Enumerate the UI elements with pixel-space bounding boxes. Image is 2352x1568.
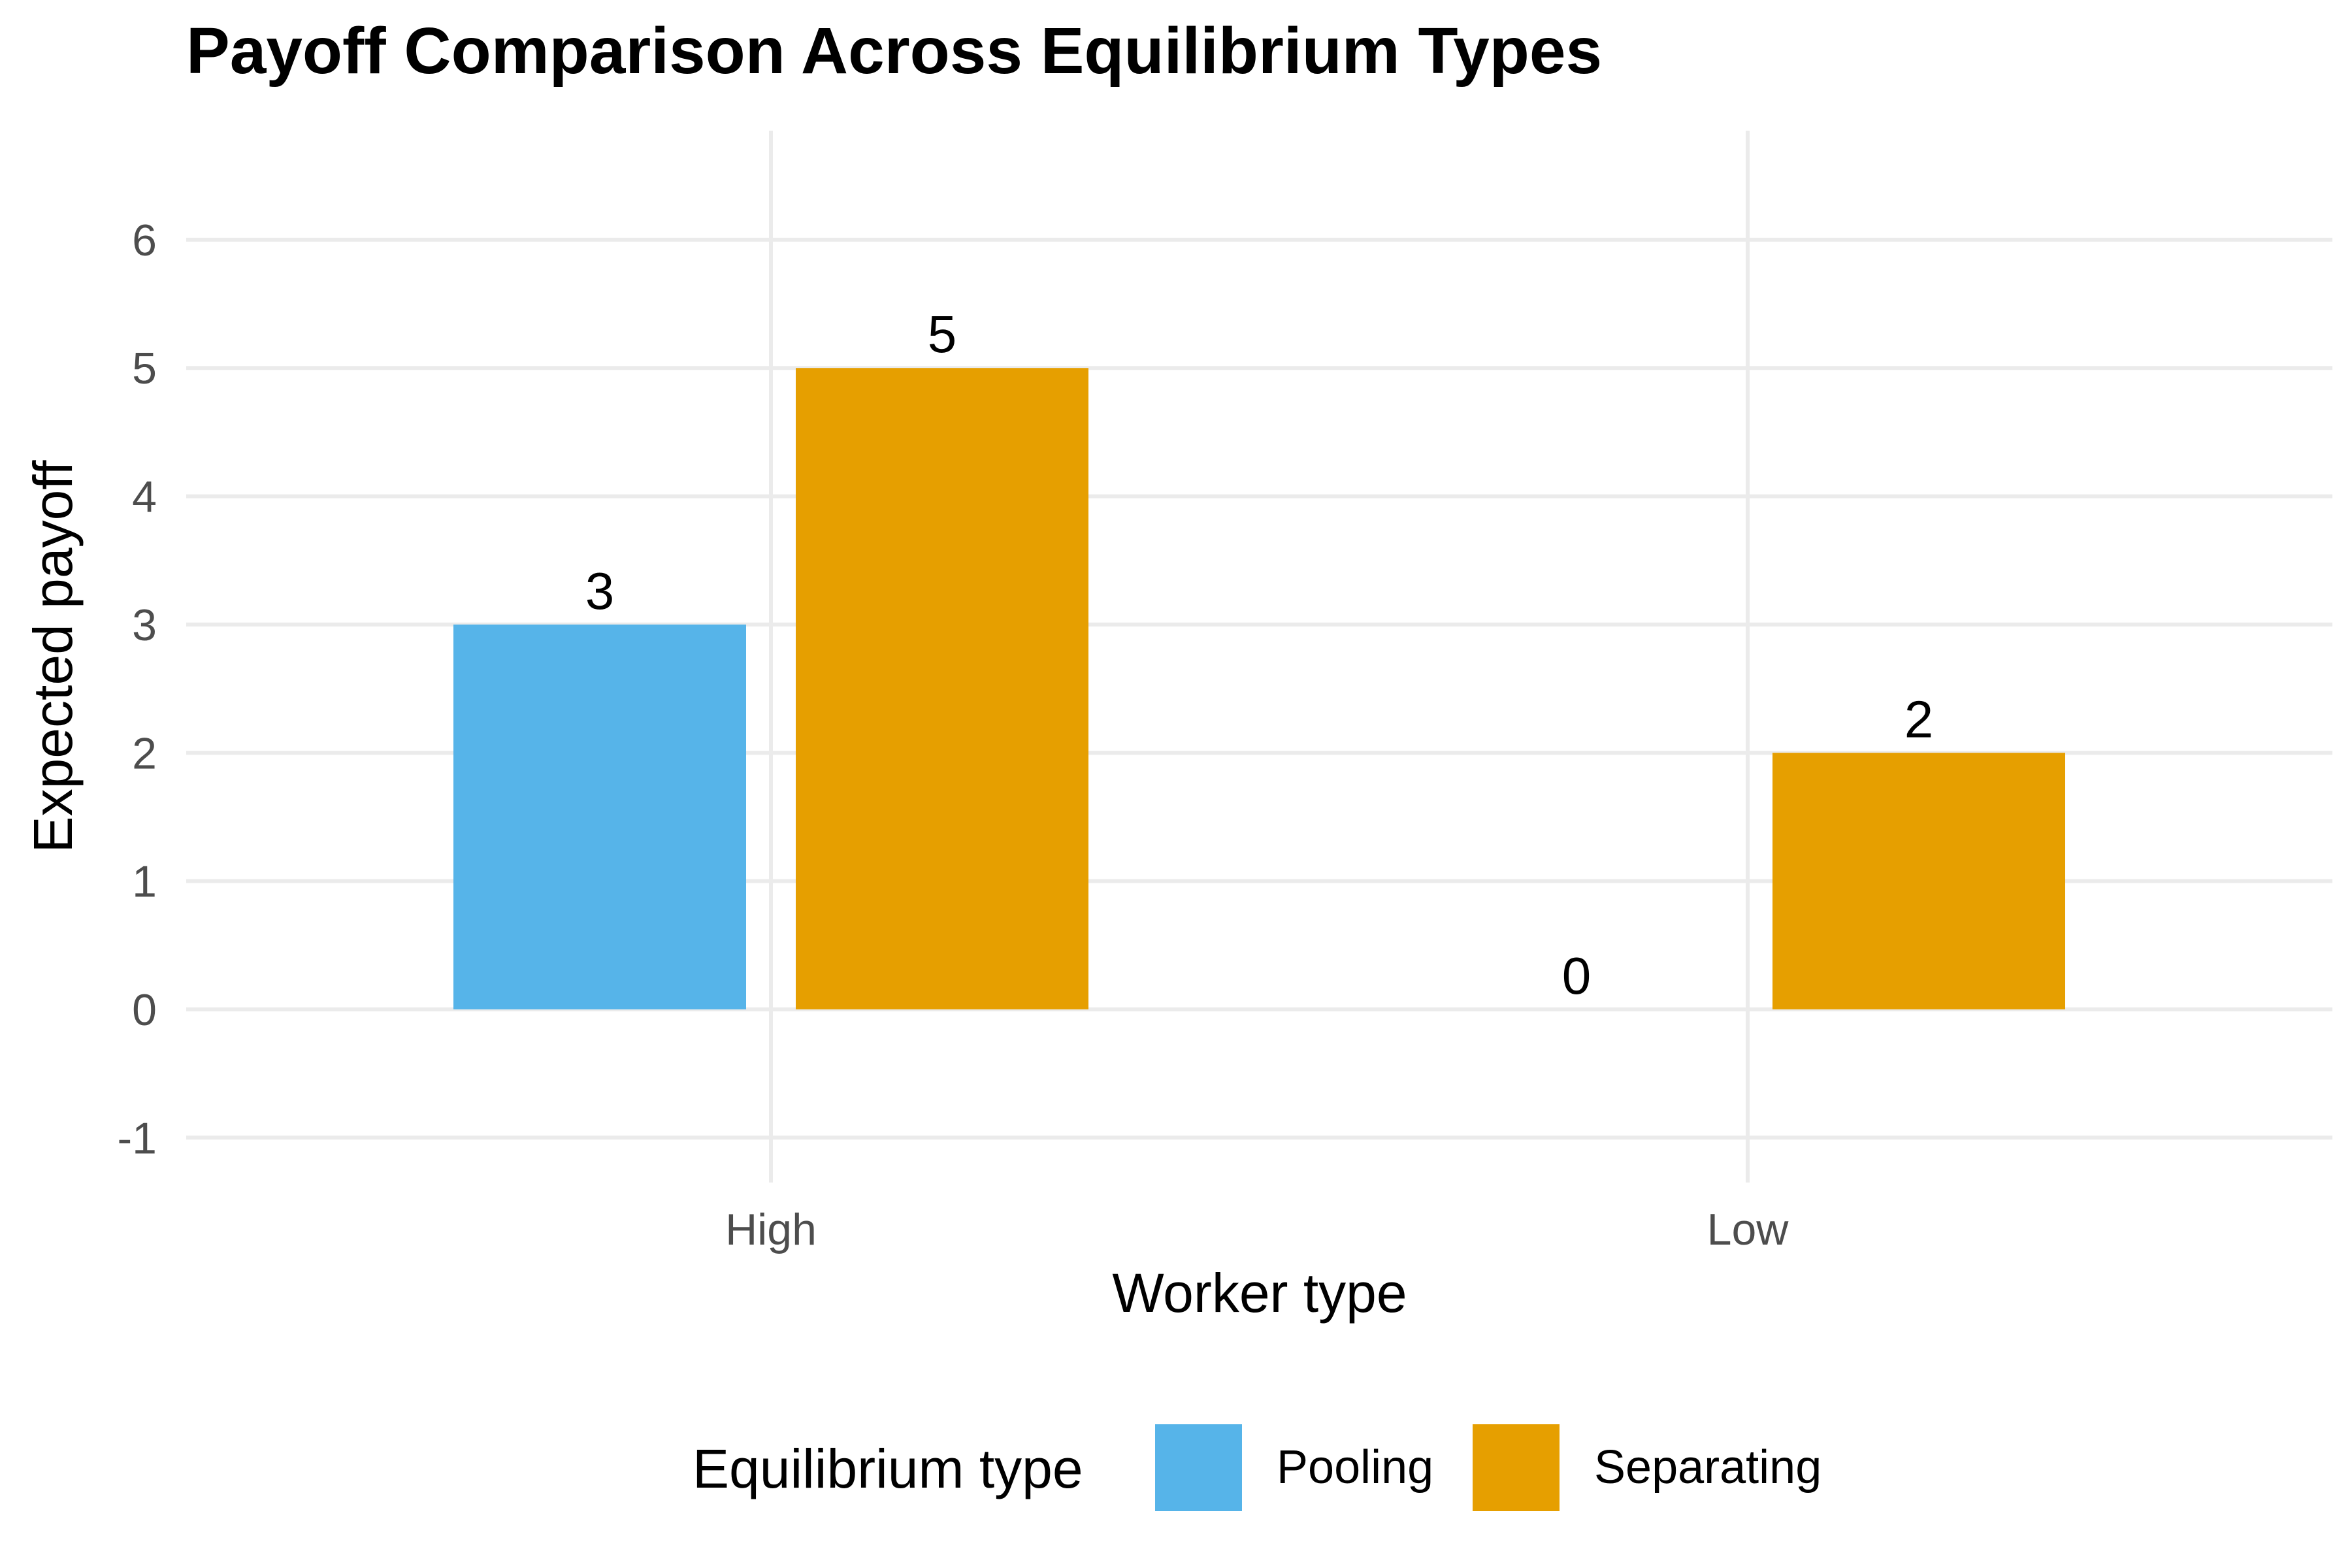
legend-items: Pooling Separating [1155, 1424, 1821, 1511]
legend-key-pooling [1155, 1424, 1242, 1511]
x-tick-label: High [725, 1205, 817, 1254]
y-tick-label: 0 [132, 985, 157, 1035]
y-tick-label: 4 [132, 472, 157, 522]
x-tick-label: Low [1707, 1205, 1789, 1254]
y-tick-label: -1 [118, 1113, 157, 1163]
x-tick-labels: High Low [725, 1205, 1789, 1254]
legend-title: Equilibrium type [693, 1438, 1083, 1499]
data-label: 5 [928, 305, 957, 363]
data-label: 3 [585, 562, 615, 620]
y-tick-label: 1 [132, 857, 157, 907]
legend-key-separating [1473, 1424, 1560, 1511]
y-tick-labels: -1 0 1 2 3 4 5 6 [118, 216, 157, 1163]
data-label: 2 [1904, 690, 1934, 748]
y-tick-label: 5 [132, 344, 157, 393]
y-tick-label: 6 [132, 216, 157, 265]
y-tick-label: 3 [132, 600, 157, 650]
legend-label: Pooling [1277, 1441, 1433, 1494]
bar-separating-low [1772, 753, 2065, 1009]
legend-label: Separating [1594, 1441, 1821, 1494]
bar-pooling-high [453, 624, 746, 1009]
x-axis-title: Worker type [1112, 1262, 1407, 1324]
y-tick-label: 2 [132, 728, 157, 778]
data-labels: 3 0 5 2 [585, 305, 1934, 1005]
legend: Equilibrium type Pooling Separating [693, 1424, 1821, 1511]
bar-separating-high [796, 368, 1088, 1009]
chart-title: Payoff Comparison Across Equilibrium Typ… [186, 14, 1602, 88]
y-axis-title: Expected payoff [22, 460, 84, 853]
bars [453, 368, 2065, 1009]
data-label: 0 [1562, 947, 1592, 1005]
